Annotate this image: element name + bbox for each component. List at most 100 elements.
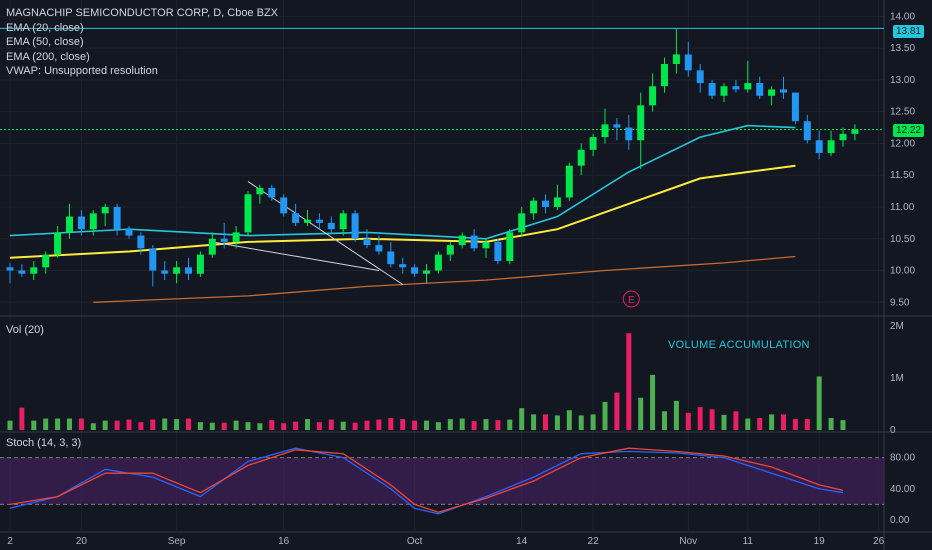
candle-body (446, 245, 454, 255)
candle-body (601, 124, 609, 138)
volume-bar (804, 419, 810, 430)
time-tick-label: 16 (278, 536, 290, 547)
candle-body (363, 238, 371, 246)
volume-bar (578, 415, 584, 430)
candle-body (113, 206, 121, 230)
volume-bar (7, 420, 13, 430)
volume-bar (102, 420, 108, 430)
price-tick-label: 13.50 (890, 43, 915, 54)
time-tick-label: 14 (516, 536, 528, 547)
candle-body (434, 254, 442, 271)
volume-bar (435, 422, 441, 430)
candle-body (327, 222, 335, 230)
time-tick-label: 2 (7, 536, 13, 547)
stoch-band (0, 457, 884, 505)
candle-body (661, 64, 668, 87)
volume-bar (364, 420, 370, 430)
volume-tick-label: 0 (890, 425, 896, 436)
candle-body (54, 232, 62, 255)
stoch-pane-label[interactable]: Stoch (14, 3, 3) (6, 437, 82, 449)
time-tick-label: 26 (873, 536, 885, 547)
candle-body (77, 216, 85, 230)
candle-body (304, 219, 311, 223)
volume-bar (685, 412, 691, 430)
candle-body (553, 197, 561, 207)
candle-body (625, 127, 633, 141)
volume-bar (114, 420, 120, 430)
volume-bar (221, 422, 227, 430)
price-tick-label: 10.50 (890, 234, 915, 245)
volume-bar (316, 422, 322, 430)
volume-bar (269, 420, 275, 430)
volume-bar (745, 418, 751, 430)
stoch-tick-label: 0.00 (890, 515, 910, 526)
price-tag-last: 12.22 (892, 124, 924, 137)
ema200-line (93, 255, 796, 303)
volume-bar (67, 418, 72, 430)
volume-bar (233, 420, 239, 430)
ema50-legend[interactable]: EMA (50, close) (6, 36, 84, 48)
volume-bar (816, 376, 822, 430)
candle-body (803, 121, 811, 141)
time-tick-label: Sep (168, 536, 186, 547)
candle-body (161, 270, 169, 274)
candle-body (280, 197, 288, 214)
time-tick-label: 20 (76, 536, 88, 547)
volume-bar (543, 414, 548, 430)
candle-body (89, 213, 97, 230)
time-tick-label: 19 (814, 536, 826, 547)
volume-bar (209, 422, 215, 430)
volume-bar (424, 420, 429, 430)
volume-bar (376, 419, 382, 430)
candle-body (542, 200, 549, 207)
stoch-tick-label: 40.00 (890, 484, 915, 495)
candle-body (756, 83, 764, 96)
volume-bar (55, 418, 61, 430)
volume-bar (519, 408, 525, 430)
ema20-legend[interactable]: EMA (20, close) (6, 21, 84, 34)
candle-body (30, 267, 38, 274)
price-tick-label: 11.50 (890, 170, 915, 181)
volume-bar (662, 411, 667, 430)
candle-body (125, 229, 133, 236)
volume-bar (697, 407, 703, 430)
candle-body (577, 149, 585, 166)
volume-bar (150, 419, 156, 430)
price-tag-upper: 13.81 (892, 25, 924, 38)
candle-body (649, 86, 657, 106)
volume-bar (352, 422, 358, 430)
ema200-legend[interactable]: EMA (200, close) (6, 50, 90, 63)
candle-body (268, 187, 276, 198)
candle-body (232, 232, 240, 242)
candle-body (6, 267, 14, 271)
candle-body (506, 232, 514, 261)
volume-bar (840, 420, 846, 430)
volume-bar (507, 419, 513, 430)
stoch-d-line (9, 447, 844, 513)
time-tick-label: 11 (743, 536, 754, 547)
candle-body (185, 267, 192, 274)
candle-body (244, 194, 252, 233)
volume-pane-label[interactable]: Vol (20) (6, 324, 44, 336)
time-tick-label: Nov (679, 536, 697, 547)
volume-bar (650, 374, 656, 430)
volume-bar (531, 414, 537, 430)
candle-body (720, 86, 728, 96)
volume-bar (328, 419, 334, 430)
candle-body (815, 140, 823, 153)
volume-bar (293, 421, 299, 430)
candle-body (684, 54, 692, 71)
time-tick-label: 22 (588, 536, 600, 547)
volume-bar (483, 419, 489, 430)
price-tick-label: 14.00 (890, 11, 915, 22)
symbol-title[interactable]: MAGNACHIP SEMICONDUCTOR CORP, D, Cboe BZ… (6, 7, 278, 19)
trendline (212, 241, 379, 272)
candle-body (696, 70, 704, 84)
ema50-line (9, 164, 796, 259)
vwap-legend[interactable]: VWAP: Unsupported resolution (6, 65, 158, 77)
candle-body (589, 137, 597, 150)
candle-body (458, 235, 466, 246)
candle-body (768, 89, 776, 96)
volume-bar (709, 409, 715, 430)
